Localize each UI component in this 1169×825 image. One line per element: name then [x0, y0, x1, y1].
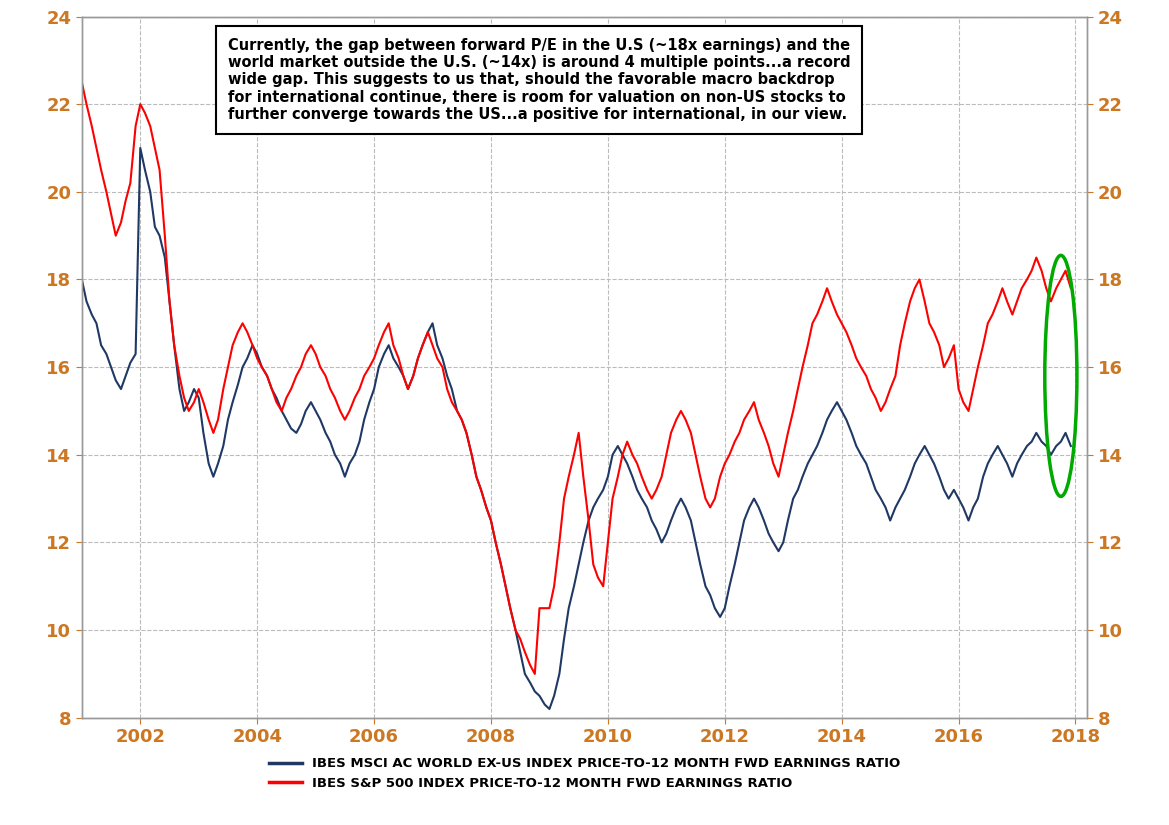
- Text: Currently, the gap between forward P/E in the U.S (~18x earnings) and the
world : Currently, the gap between forward P/E i…: [228, 37, 850, 122]
- Legend: IBES MSCI AC WORLD EX-US INDEX PRICE-TO-12 MONTH FWD EARNINGS RATIO, IBES S&P 50: IBES MSCI AC WORLD EX-US INDEX PRICE-TO-…: [263, 752, 906, 795]
